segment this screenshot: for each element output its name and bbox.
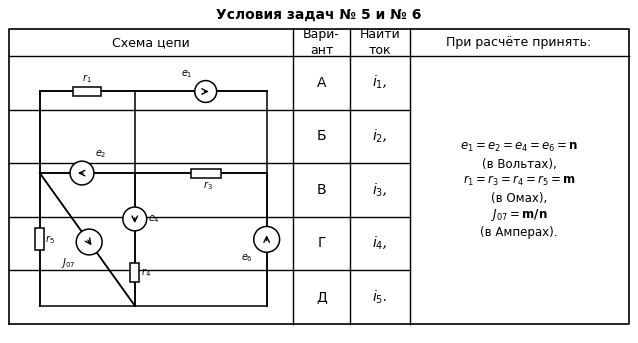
Text: $i_5$.: $i_5$. [372, 288, 387, 306]
Bar [73, 87, 101, 96]
Text: Г: Г [317, 236, 325, 250]
Text: $J_{07}$: $J_{07}$ [61, 256, 75, 270]
Text: Схема цепи: Схема цепи [112, 36, 190, 49]
Text: $e_1 = e_2 = e_4 = e_6 = \mathbf{n}$: $e_1 = e_2 = e_4 = e_6 = \mathbf{n}$ [460, 141, 578, 154]
Circle shape [76, 229, 102, 255]
Text: $e_2$: $e_2$ [95, 149, 107, 160]
Text: Б: Б [316, 129, 326, 143]
Text: $J_{07} = \mathbf{m/n}$: $J_{07} = \mathbf{m/n}$ [491, 207, 547, 223]
Text: При расчёте принять:: При расчёте принять: [447, 36, 592, 49]
Circle shape [70, 161, 94, 185]
Bar [191, 169, 221, 178]
Bar [130, 262, 139, 282]
Text: $e_1$: $e_1$ [181, 68, 193, 80]
Text: $r_5$: $r_5$ [45, 233, 55, 246]
Text: $i_4$,: $i_4$, [372, 235, 387, 252]
Text: $r_1 = r_3 = r_4 = r_5 = \mathbf{m}$: $r_1 = r_3 = r_4 = r_5 = \mathbf{m}$ [463, 174, 575, 188]
Text: $i_2$,: $i_2$, [372, 128, 387, 145]
Text: $r_1$: $r_1$ [82, 72, 92, 85]
Text: В: В [316, 183, 326, 197]
Text: $r_3$: $r_3$ [203, 179, 213, 192]
Circle shape [254, 226, 279, 252]
Circle shape [122, 207, 147, 231]
Circle shape [195, 81, 217, 103]
Text: Вари-
ант: Вари- ант [303, 28, 340, 57]
Text: $e_6$: $e_6$ [241, 252, 253, 264]
Text: (в Вольтах),: (в Вольтах), [482, 158, 556, 171]
Text: (в Амперах).: (в Амперах). [480, 225, 558, 238]
Bar [35, 228, 44, 250]
Text: (в Омах),: (в Омах), [491, 192, 547, 205]
Text: $r_4$: $r_4$ [141, 266, 151, 279]
Text: $i_3$,: $i_3$, [372, 181, 387, 199]
Text: Условия задач № 5 и № 6: Условия задач № 5 и № 6 [216, 7, 422, 21]
Text: Д: Д [316, 290, 327, 304]
Text: $i_1$,: $i_1$, [372, 74, 387, 92]
Text: Найти
ток: Найти ток [359, 28, 400, 57]
Text: А: А [316, 76, 326, 90]
Text: $e_4$: $e_4$ [148, 213, 160, 225]
